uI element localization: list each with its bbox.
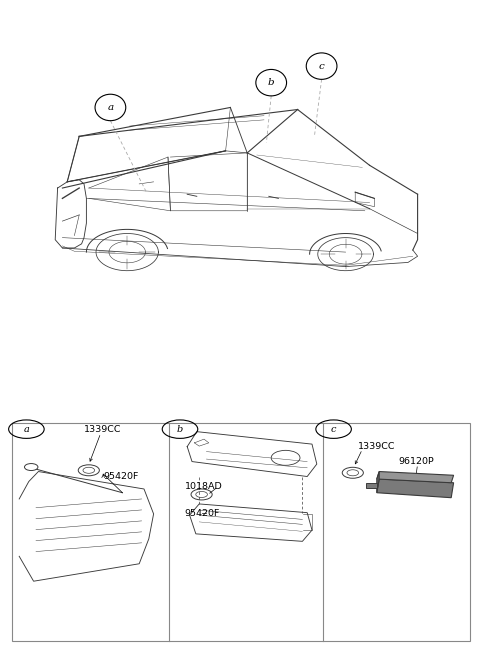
Text: 1339CC: 1339CC xyxy=(84,424,121,434)
Circle shape xyxy=(24,464,38,470)
Text: 1018AD: 1018AD xyxy=(185,482,223,491)
Text: c: c xyxy=(331,424,336,434)
Polygon shape xyxy=(366,483,377,489)
Polygon shape xyxy=(377,472,379,493)
Polygon shape xyxy=(377,479,454,498)
Text: b: b xyxy=(268,78,275,87)
Text: b: b xyxy=(177,424,183,434)
Polygon shape xyxy=(377,472,454,483)
FancyBboxPatch shape xyxy=(12,423,470,641)
Text: a: a xyxy=(24,424,29,434)
Text: a: a xyxy=(108,103,113,112)
Text: 1339CC: 1339CC xyxy=(358,442,395,451)
Text: c: c xyxy=(319,62,324,71)
Text: 95420F: 95420F xyxy=(185,510,220,518)
Text: 96120P: 96120P xyxy=(398,457,434,466)
Text: 95420F: 95420F xyxy=(103,472,139,481)
